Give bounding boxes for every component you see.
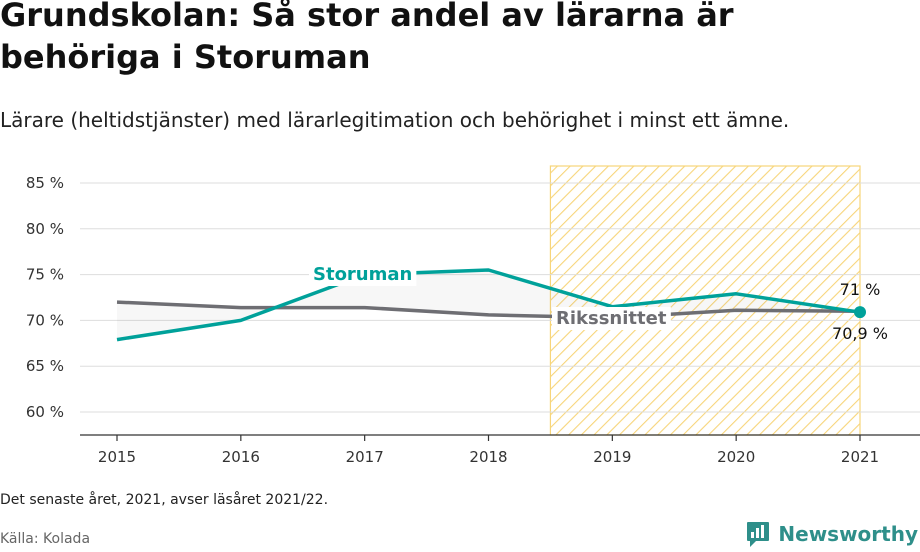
label-background (552, 307, 671, 330)
brand-logo: Newsworthy (746, 518, 918, 550)
series-label-storuman: Storuman (313, 264, 412, 285)
y-tick-label: 80 % (26, 220, 64, 238)
x-tick-label: 2020 (717, 448, 755, 466)
x-tick-label: 2018 (469, 448, 507, 466)
x-tick-label: 2017 (346, 448, 384, 466)
y-tick-label: 75 % (26, 266, 64, 284)
x-tick-label: 2015 (98, 448, 136, 466)
footnote: Det senaste året, 2021, avser läsåret 20… (0, 492, 329, 508)
x-tick-label: 2019 (593, 448, 631, 466)
x-tick-label: 2021 (841, 448, 879, 466)
end-label-storuman: 70,9 % (832, 324, 888, 343)
chart-subtitle: Lärare (heltidstjänster) med lärarlegiti… (0, 108, 790, 132)
highlight-region (549, 165, 861, 436)
series-label-rikssnittet: Rikssnittet (556, 308, 667, 329)
series-line-rikssnittet (116, 300, 861, 320)
y-tick-label: 70 % (26, 311, 64, 329)
end-point-storuman (854, 306, 866, 319)
label-background (309, 263, 417, 286)
line-chart: 60 % 65 % 70 % 75 % 80 % 85 % 2015 2016 2017 201… (26, 165, 920, 466)
chart-title: Grundskolan: Så stor andel av lärarna är… (0, 0, 734, 76)
y-tick-label: 85 % (26, 174, 64, 192)
x-tick-label: 2016 (222, 448, 260, 466)
difference-area (117, 270, 860, 340)
end-label-rikssnittet: 71 % (840, 280, 881, 299)
source-note: Källa: Kolada (0, 531, 91, 547)
y-tick-label: 65 % (26, 357, 64, 375)
series-line-storuman (116, 268, 861, 342)
y-tick-label: 60 % (26, 403, 64, 421)
brand-name: Newsworthy (778, 522, 918, 546)
newsworthy-logo-icon (747, 522, 770, 547)
